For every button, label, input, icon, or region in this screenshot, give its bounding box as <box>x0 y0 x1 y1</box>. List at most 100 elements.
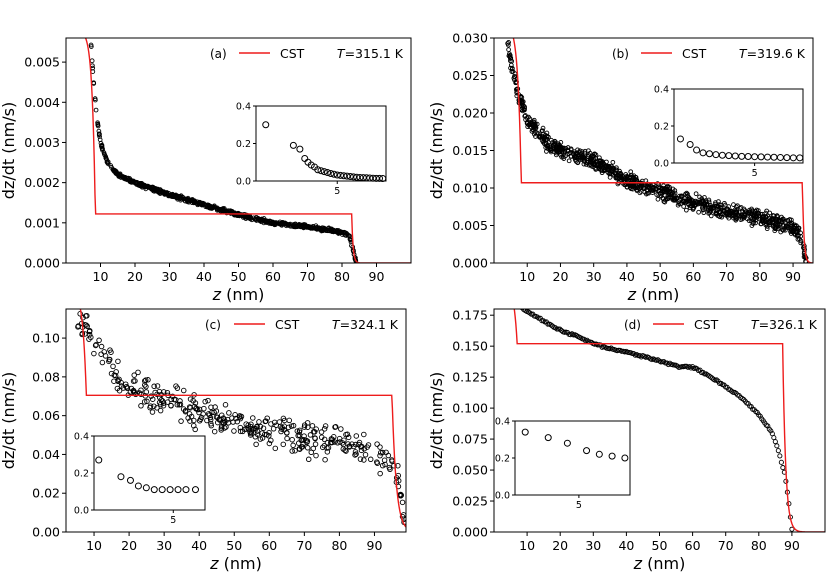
inset-y-tick-label: 0.0 <box>236 177 251 188</box>
data-point <box>693 191 699 197</box>
data-point <box>774 443 780 449</box>
data-point <box>519 309 525 311</box>
data-point <box>84 313 90 319</box>
data-point <box>609 166 615 172</box>
data-point <box>552 325 558 331</box>
data-point <box>509 58 515 64</box>
data-point <box>145 377 151 383</box>
data-point <box>514 301 518 305</box>
x-tick-label: 10 <box>93 269 109 284</box>
inset-data-point <box>796 154 804 162</box>
inset-plot: 0.0 0.2 0.4 5 <box>495 417 631 511</box>
data-point <box>588 156 594 162</box>
y-tick-label: 0.00 <box>32 525 60 540</box>
data-point <box>140 183 145 189</box>
data-point <box>89 33 93 37</box>
data-point <box>671 198 677 203</box>
data-point <box>758 221 764 227</box>
data-point <box>142 382 148 388</box>
inset-y-tick-label: 0.0 <box>74 506 89 517</box>
data-point <box>733 209 738 215</box>
inset-data-point <box>333 171 341 179</box>
data-point <box>781 227 786 233</box>
data-point <box>322 456 328 463</box>
data-point <box>196 406 203 413</box>
data-point <box>507 52 513 58</box>
data-point <box>250 415 256 421</box>
data-point <box>749 223 755 228</box>
data-point <box>610 159 616 165</box>
x-tick-label: 50 <box>652 538 668 553</box>
data-point <box>735 203 740 209</box>
data-point <box>385 452 392 459</box>
data-point <box>634 188 640 194</box>
data-point <box>667 184 672 190</box>
temperature-label: T=326.1 K <box>751 317 818 332</box>
data-point <box>260 425 267 431</box>
inset-data-point <box>372 174 380 182</box>
data-point <box>268 437 274 444</box>
data-point <box>367 456 374 463</box>
x-tick-label: 30 <box>156 538 172 553</box>
data-point <box>289 436 295 443</box>
data-point <box>98 343 105 350</box>
data-point <box>701 210 707 216</box>
data-point <box>130 378 137 384</box>
inset-data-point <box>289 141 297 149</box>
data-point <box>374 460 381 466</box>
inset-data-point <box>126 476 134 484</box>
inset-data-point <box>353 173 361 181</box>
data-point <box>756 213 762 219</box>
data-point <box>558 140 564 145</box>
inset-data-point <box>330 170 338 178</box>
data-point <box>287 222 292 228</box>
y-tick-label: 0.100 <box>452 401 488 416</box>
x-axis-unit: (nm) <box>636 285 679 304</box>
data-point <box>174 401 181 408</box>
x-axis-unit: (nm) <box>642 554 685 573</box>
y-tick-label: 0.125 <box>452 370 488 385</box>
data-point <box>93 341 99 348</box>
data-point <box>664 196 670 201</box>
data-point <box>508 296 512 300</box>
data-point <box>776 217 782 223</box>
data-point <box>664 360 670 366</box>
inset-data-point <box>166 486 174 494</box>
data-point <box>737 213 742 218</box>
data-point <box>631 351 637 357</box>
x-tick-label: 60 <box>261 538 277 553</box>
x-tick-label: 80 <box>331 538 347 553</box>
data-point <box>598 158 604 164</box>
data-point <box>506 40 511 45</box>
data-point <box>300 224 306 229</box>
data-point <box>738 205 744 210</box>
data-point <box>331 439 338 445</box>
data-point <box>506 47 511 52</box>
data-point <box>137 181 142 186</box>
data-point <box>149 396 156 402</box>
x-tick-label: 90 <box>369 269 385 284</box>
data-point <box>579 152 585 157</box>
data-point <box>668 189 673 194</box>
data-point <box>294 224 299 229</box>
data-point <box>679 193 684 199</box>
y-tick-label: 0.025 <box>452 68 488 83</box>
data-point <box>142 183 147 188</box>
data-point <box>99 142 105 148</box>
data-point <box>756 210 761 216</box>
y-tick-label: 0.08 <box>32 369 60 384</box>
data-point <box>124 385 131 391</box>
data-point <box>284 429 290 436</box>
data-point <box>768 428 774 434</box>
data-point <box>201 405 207 412</box>
x-axis-var: z <box>627 285 637 304</box>
data-point <box>86 328 93 335</box>
x-tick-label: 80 <box>752 269 768 284</box>
data-point <box>591 156 596 162</box>
data-point <box>141 378 148 384</box>
y-tick-label: 0.015 <box>452 143 488 158</box>
data-point <box>147 403 154 409</box>
data-point <box>545 143 551 148</box>
data-point <box>146 184 152 190</box>
data-point <box>347 236 353 242</box>
